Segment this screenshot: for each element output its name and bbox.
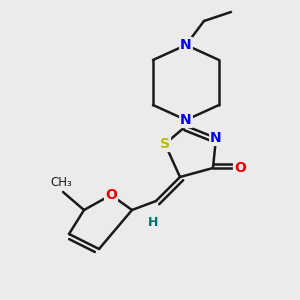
Text: N: N bbox=[180, 113, 192, 127]
Text: N: N bbox=[180, 38, 192, 52]
Text: CH₃: CH₃ bbox=[51, 176, 72, 189]
Text: H: H bbox=[148, 215, 158, 229]
Text: O: O bbox=[234, 161, 246, 175]
Text: O: O bbox=[105, 188, 117, 202]
Text: S: S bbox=[160, 137, 170, 151]
Text: N: N bbox=[210, 131, 222, 145]
